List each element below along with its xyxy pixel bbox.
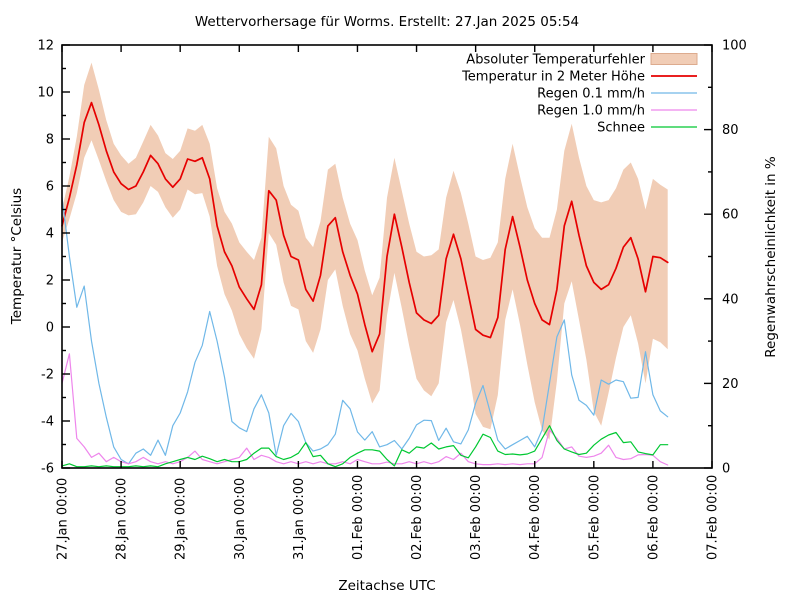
legend-label: Regen 1.0 mm/h [537, 104, 645, 119]
y-tick-label: 0 [46, 321, 54, 336]
y-tick-label: 10 [37, 86, 54, 101]
y2-tick-label: 0 [722, 462, 730, 477]
y2-axis-label: Regenwahrscheinlichkeit in % [763, 156, 779, 358]
y-axis-label: Temperatur °Celsius [9, 187, 25, 325]
x-axis-label: Zeitachse UTC [338, 578, 436, 594]
x-tick-label: 04.Feb 00:00 [528, 475, 543, 560]
rain-01-line [61, 196, 669, 465]
x-tick-label: 07.Feb 00:00 [706, 475, 721, 560]
x-tick-label: 03.Feb 00:00 [469, 475, 484, 560]
y-tick-label: 8 [46, 133, 54, 148]
x-tick-label: 02.Feb 00:00 [410, 475, 425, 560]
temperature-error-band [62, 62, 668, 440]
legend-band-swatch [650, 53, 698, 65]
y-tick-label: 4 [46, 227, 54, 242]
x-tick-label: 27.Jan 00:00 [56, 478, 71, 560]
x-tick-label: 06.Feb 00:00 [646, 475, 661, 560]
legend-label: Regen 0.1 mm/h [537, 87, 645, 102]
legend-label: Absoluter Temperaturfehler [466, 53, 645, 68]
y2-tick-label: 80 [722, 123, 739, 138]
y-tick-label: 2 [46, 274, 54, 289]
temperature-line [61, 101, 669, 353]
legend-label: Temperatur in 2 Meter Höhe [461, 70, 645, 85]
y-tick-label: -6 [41, 462, 54, 477]
x-tick-label: 05.Feb 00:00 [587, 475, 602, 560]
x-tick-label: 31.Jan 00:00 [292, 478, 307, 560]
snow-line [61, 425, 669, 468]
x-tick-label: 01.Feb 00:00 [351, 475, 366, 560]
y2-tick-label: 40 [722, 292, 739, 307]
legend-label: Schnee [597, 121, 645, 136]
x-tick-label: 30.Jan 00:00 [233, 478, 248, 560]
x-tick-label: 28.Jan 00:00 [115, 478, 130, 560]
y-tick-label: -4 [41, 415, 54, 430]
y-tick-label: 12 [37, 39, 54, 54]
rain-10-line [61, 353, 669, 466]
y2-tick-label: 100 [722, 39, 747, 54]
y-tick-label: 6 [46, 180, 54, 195]
y2-tick-label: 20 [722, 377, 739, 392]
chart-title: Wettervorhersage für Worms. Erstellt: 27… [194, 14, 580, 30]
x-tick-label: 29.Jan 00:00 [174, 478, 189, 560]
y-tick-label: -2 [41, 368, 54, 383]
y2-tick-label: 60 [722, 208, 739, 223]
